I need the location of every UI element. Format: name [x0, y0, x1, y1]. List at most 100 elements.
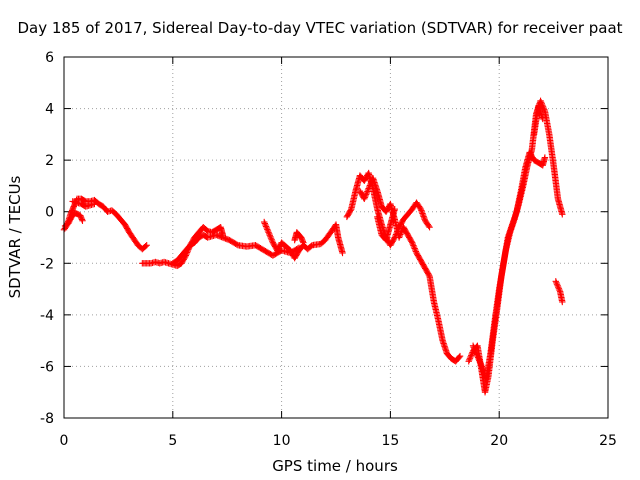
y-tick-label: -2	[40, 256, 54, 272]
data-point	[554, 282, 561, 289]
data-point	[409, 240, 416, 248]
plot-frame	[63, 56, 609, 419]
data-point	[465, 358, 472, 365]
data-point	[475, 355, 482, 363]
data-point	[268, 236, 275, 243]
y-tick-label: -6	[40, 359, 54, 375]
data-point	[472, 349, 480, 357]
data-point	[559, 298, 566, 306]
data-point	[559, 211, 566, 218]
data-point	[467, 353, 474, 361]
data-point	[456, 352, 464, 360]
x-tick-label: 15	[381, 433, 399, 449]
data-point	[412, 248, 420, 255]
data-point	[470, 344, 477, 351]
data-point	[468, 350, 476, 358]
data-point	[425, 222, 432, 230]
data-point	[466, 356, 473, 363]
data-point	[426, 223, 433, 231]
data-point	[267, 233, 274, 240]
data-point	[552, 278, 559, 285]
data-point	[347, 207, 354, 214]
data-point	[555, 284, 562, 291]
y-tick-label: 6	[45, 50, 54, 66]
data-point	[412, 246, 419, 254]
data-point	[362, 191, 370, 198]
data-point	[260, 218, 268, 226]
data-point	[390, 235, 398, 242]
data-point	[555, 285, 563, 292]
data-point	[264, 227, 272, 235]
data-points	[60, 97, 566, 396]
data-point	[396, 232, 403, 240]
data-point	[265, 230, 273, 238]
data-point	[262, 223, 270, 230]
data-point	[261, 220, 269, 227]
data-point	[408, 238, 415, 245]
data-point	[233, 241, 241, 248]
data-point	[474, 354, 482, 361]
data-point	[361, 195, 368, 203]
data-point	[411, 245, 418, 252]
data-point	[366, 182, 374, 189]
data-point	[143, 242, 150, 249]
data-point	[91, 200, 98, 208]
x-tick-label: 25	[599, 433, 617, 449]
data-point	[476, 358, 484, 366]
data-point	[410, 243, 418, 251]
data-point	[476, 357, 483, 364]
data-point	[363, 189, 370, 197]
data-point	[264, 226, 271, 233]
grid	[64, 57, 608, 418]
data-point	[537, 99, 545, 106]
chart-title: Day 185 of 2017, Sidereal Day-to-day VTE…	[17, 19, 622, 37]
data-point	[455, 353, 463, 361]
y-tick-label: -8	[40, 411, 54, 427]
data-point	[473, 351, 481, 358]
data-point	[556, 286, 563, 294]
data-point	[471, 347, 479, 354]
data-point	[300, 239, 307, 246]
x-tick-label: 10	[273, 433, 291, 449]
data-point	[416, 204, 424, 212]
data-point	[267, 235, 275, 242]
data-point	[471, 345, 478, 352]
data-point	[553, 281, 561, 288]
data-point	[539, 115, 546, 123]
data-point	[391, 205, 398, 213]
data-point	[339, 249, 346, 257]
x-tick-label: 0	[60, 433, 69, 449]
data-point	[362, 192, 369, 200]
data-point	[537, 97, 544, 105]
data-point	[474, 352, 481, 360]
y-axis-label: SDTVAR / TECUs	[6, 175, 24, 298]
data-point	[79, 217, 86, 224]
x-tick-label: 5	[168, 433, 177, 449]
data-point	[538, 100, 545, 107]
data-point	[469, 342, 477, 349]
data-point	[397, 229, 405, 237]
data-point	[472, 348, 479, 355]
data-point	[262, 221, 269, 229]
data-point	[477, 360, 484, 367]
data-point	[266, 232, 273, 239]
data-point	[263, 224, 270, 232]
data-point	[539, 102, 546, 109]
x-axis-label: GPS time / hours	[272, 457, 398, 475]
data-point	[425, 271, 433, 279]
data-point	[364, 186, 372, 194]
data-point	[541, 154, 549, 161]
x-tick-labels: 0 5 10 15 20 25	[60, 433, 617, 449]
data-point	[540, 105, 547, 112]
data-point	[410, 242, 417, 249]
y-tick-label: 4	[45, 102, 54, 118]
data-point	[553, 279, 560, 287]
data-point	[142, 243, 149, 250]
data-point	[541, 106, 548, 113]
data-point	[466, 355, 474, 362]
y-tick-label: 0	[45, 205, 54, 221]
x-tick-label: 20	[490, 433, 508, 449]
y-tick-label: 2	[45, 153, 54, 169]
data-point	[366, 183, 373, 191]
